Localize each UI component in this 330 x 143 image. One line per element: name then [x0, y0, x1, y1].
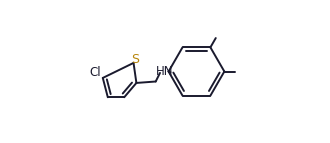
Text: Cl: Cl [89, 66, 101, 79]
Text: HN: HN [156, 65, 174, 78]
Text: S: S [131, 53, 139, 66]
